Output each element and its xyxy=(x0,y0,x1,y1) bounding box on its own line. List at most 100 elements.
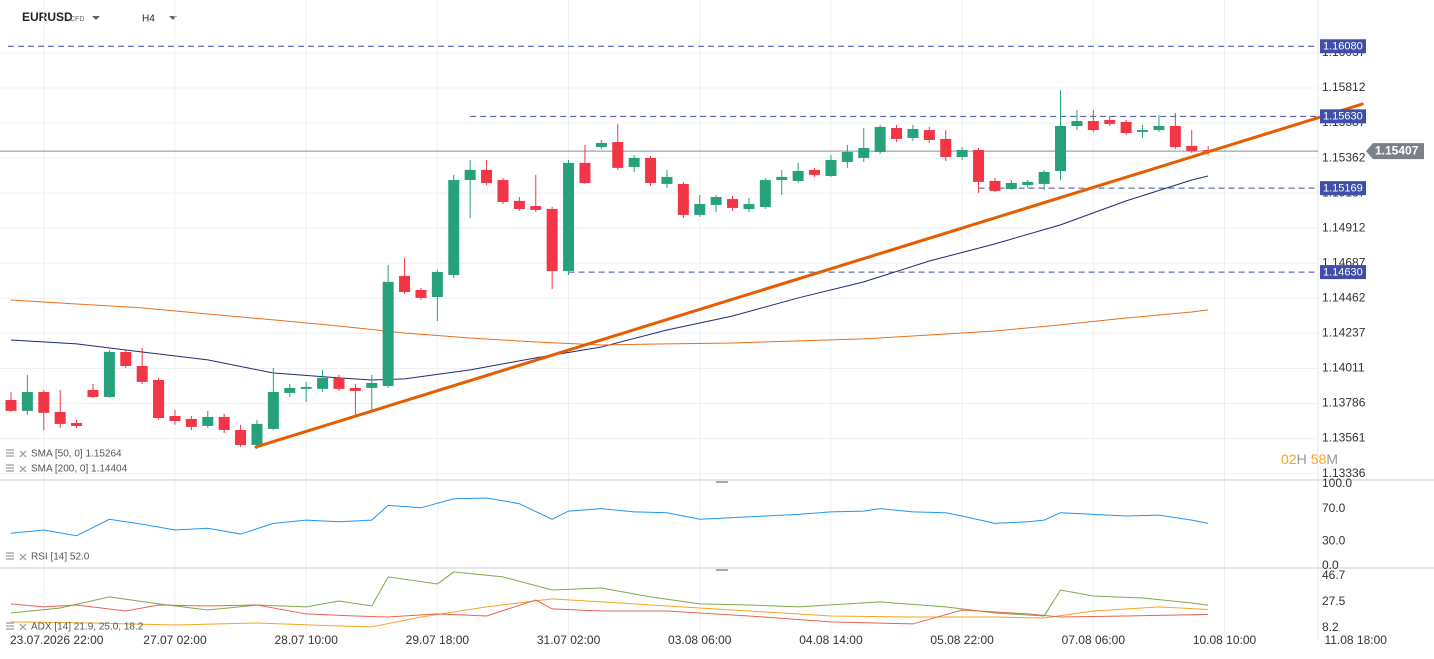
symbol[interactable]: EURUSD xyxy=(22,10,73,24)
candle-body xyxy=(1153,125,1165,131)
y-tick-label: 1.14237 xyxy=(1322,325,1366,339)
indicator-line xyxy=(10,599,1209,625)
candle-body xyxy=(677,183,689,215)
y-tick-label: 1.14462 xyxy=(1322,290,1366,304)
current-price-label: 1.15407 xyxy=(1375,144,1419,158)
candle-body xyxy=(54,411,66,424)
legend-remove[interactable] xyxy=(19,465,27,473)
candle-body xyxy=(464,169,476,181)
candle-body xyxy=(563,162,575,271)
candle-body xyxy=(694,204,706,215)
candle-body xyxy=(727,199,739,208)
indicator-line xyxy=(10,571,1209,617)
y-tick-label: 1.15812 xyxy=(1322,80,1366,94)
candle-body xyxy=(21,392,33,411)
legend-label: SMA [200, 0] 1.14404 xyxy=(31,464,128,475)
candle-body xyxy=(809,169,821,175)
timeframe-caret[interactable] xyxy=(169,16,177,20)
candle-body xyxy=(120,351,132,366)
level-label: 1.16080 xyxy=(1323,41,1363,53)
y-tick-label: 30.0 xyxy=(1322,534,1346,548)
candle-body xyxy=(874,126,886,153)
y-tick-label: 46.7 xyxy=(1322,568,1346,582)
candle-body xyxy=(940,138,952,157)
candle-body xyxy=(1169,125,1181,148)
y-tick-label: 1.14912 xyxy=(1322,220,1366,234)
candle-body xyxy=(776,176,788,181)
candle-body xyxy=(907,128,919,138)
candle-body xyxy=(973,149,985,182)
candle-body xyxy=(661,176,673,184)
candle-body xyxy=(612,142,624,168)
legend-remove[interactable] xyxy=(19,623,27,631)
candle-body xyxy=(202,416,214,426)
candle-body xyxy=(1022,181,1034,186)
candle-body xyxy=(251,423,263,445)
symbol-caret[interactable] xyxy=(92,16,100,20)
candle-body xyxy=(136,365,148,382)
candle-body xyxy=(579,162,591,183)
x-tick-label: 03.08 06:00 xyxy=(668,633,732,647)
y-tick-label: 1.13561 xyxy=(1322,431,1366,445)
candle-body xyxy=(169,415,181,421)
level-label: 1.15630 xyxy=(1323,111,1363,123)
x-tick-label: 23.07.2026 22:00 xyxy=(10,633,104,647)
legend-label: RSI [14] 52.0 xyxy=(31,552,90,563)
level-label-box xyxy=(1320,109,1366,124)
timeframe[interactable]: H4 xyxy=(142,14,155,25)
candle-body xyxy=(103,351,115,397)
candle-body xyxy=(1104,119,1116,124)
candle-body xyxy=(218,416,230,431)
candle-body xyxy=(628,157,640,167)
x-tick-label: 05.08 22:00 xyxy=(930,633,994,647)
candle-body xyxy=(513,200,525,210)
candle-body xyxy=(546,209,558,271)
timer-minutes-unit: M xyxy=(1326,451,1338,467)
candle-body xyxy=(989,180,1001,191)
candle-body xyxy=(1005,182,1017,189)
candle-body xyxy=(792,171,804,181)
candle-body xyxy=(1071,121,1083,126)
candle-body xyxy=(1186,145,1198,151)
y-tick-label: 1.13336 xyxy=(1322,466,1366,480)
legend-label: SMA [50, 0] 1.15264 xyxy=(31,449,122,460)
candle-body xyxy=(1137,130,1149,132)
indicator-line xyxy=(10,299,1209,346)
candle-body xyxy=(300,387,312,389)
candle-body xyxy=(595,142,607,148)
candle-body xyxy=(284,387,296,393)
candle-body xyxy=(349,387,361,391)
candle-body xyxy=(858,147,870,158)
y-tick-label: 27.5 xyxy=(1322,594,1346,608)
x-tick-label: 27.07 02:00 xyxy=(143,633,207,647)
candle-body xyxy=(448,180,460,276)
candle-body xyxy=(71,422,83,426)
legend-remove[interactable] xyxy=(19,553,27,561)
candle-body xyxy=(1087,121,1099,131)
candle-body xyxy=(38,392,50,413)
candle-body xyxy=(382,281,394,386)
level-label-box xyxy=(1320,181,1366,196)
candle-body xyxy=(235,430,247,445)
candle-body xyxy=(530,206,542,210)
trendline xyxy=(254,102,1364,449)
level-label-box xyxy=(1320,265,1366,280)
candle-body xyxy=(87,389,99,397)
y-tick-label: 0.0 xyxy=(1322,558,1339,572)
y-tick-label: 1.15362 xyxy=(1322,150,1366,164)
candle-body xyxy=(891,128,903,139)
timer-minutes: 58 xyxy=(1311,451,1327,467)
candle-body xyxy=(366,382,378,388)
indicator-line xyxy=(10,497,1209,537)
level-label: 1.15169 xyxy=(1323,183,1363,195)
legend-remove[interactable] xyxy=(19,450,27,458)
candle-body xyxy=(1055,125,1067,172)
candle-body xyxy=(1120,121,1132,134)
candle-body xyxy=(153,380,165,419)
candle-body xyxy=(710,197,722,205)
candle-body xyxy=(399,275,411,293)
candle-body xyxy=(825,159,837,176)
x-tick-label: 28.07 10:00 xyxy=(274,633,338,647)
